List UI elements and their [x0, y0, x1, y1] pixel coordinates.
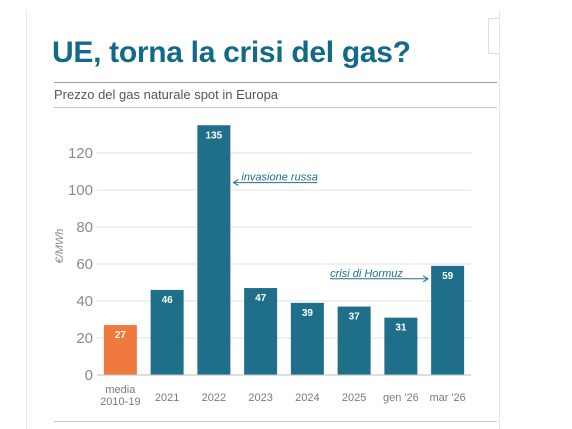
x-tick-label: mar '26 — [429, 392, 465, 404]
bar — [244, 288, 278, 375]
y-tick-label: 100 — [68, 182, 93, 199]
bar — [197, 125, 231, 375]
bar — [290, 302, 324, 375]
bar — [431, 265, 465, 375]
y-tick-label: 20 — [76, 330, 93, 347]
bar-value-label: 39 — [302, 308, 314, 319]
bar — [150, 289, 184, 375]
y-axis-label: €/MWh — [54, 229, 66, 264]
x-tick-label: 2021 — [155, 392, 179, 404]
annotation-label: crisi di Hormuz — [330, 268, 403, 280]
bar-value-label: 135 — [206, 130, 223, 141]
y-tick-label: 40 — [76, 293, 93, 310]
plus-icon[interactable]: + — [488, 18, 499, 54]
chart-card: + UE, torna la crisi del gas? Prezzo del… — [26, 10, 500, 429]
x-tick-label: 2022 — [202, 392, 226, 404]
x-tick-label: 2025 — [342, 392, 366, 404]
subtitle-divider — [54, 107, 497, 108]
bar-value-label: 31 — [395, 323, 407, 334]
bar-value-label: 27 — [115, 330, 127, 341]
bar-value-label: 46 — [162, 295, 174, 306]
annotation-arrow — [422, 275, 429, 283]
y-tick-label: 0 — [85, 367, 93, 384]
bar-value-label: 59 — [442, 271, 454, 282]
bar — [337, 306, 371, 375]
bar-value-label: 47 — [255, 293, 267, 304]
chart-title: UE, torna la crisi del gas? — [52, 36, 411, 69]
x-tick-label: gen '26 — [383, 392, 419, 404]
bottom-divider — [54, 421, 497, 422]
annotation-label: invasione russa — [241, 172, 317, 184]
x-tick-label: 2023 — [248, 392, 272, 404]
y-tick-label: 80 — [76, 219, 93, 236]
y-tick-label: 120 — [68, 145, 93, 162]
bar — [103, 325, 137, 375]
bar-chart: 0 20 40 60 80 100 120 €/MWh 27 46 135 47 39 37 31 59 med… — [54, 125, 471, 408]
y-tick-label: 60 — [76, 256, 93, 273]
bar-value-label: 37 — [349, 312, 361, 323]
chart-subtitle: Prezzo del gas naturale spot in Europa — [54, 87, 279, 102]
title-divider — [54, 82, 497, 83]
bar — [384, 317, 418, 375]
x-tick-label: 2024 — [295, 392, 319, 404]
x-tick-label: media 2010-19 — [100, 384, 140, 408]
